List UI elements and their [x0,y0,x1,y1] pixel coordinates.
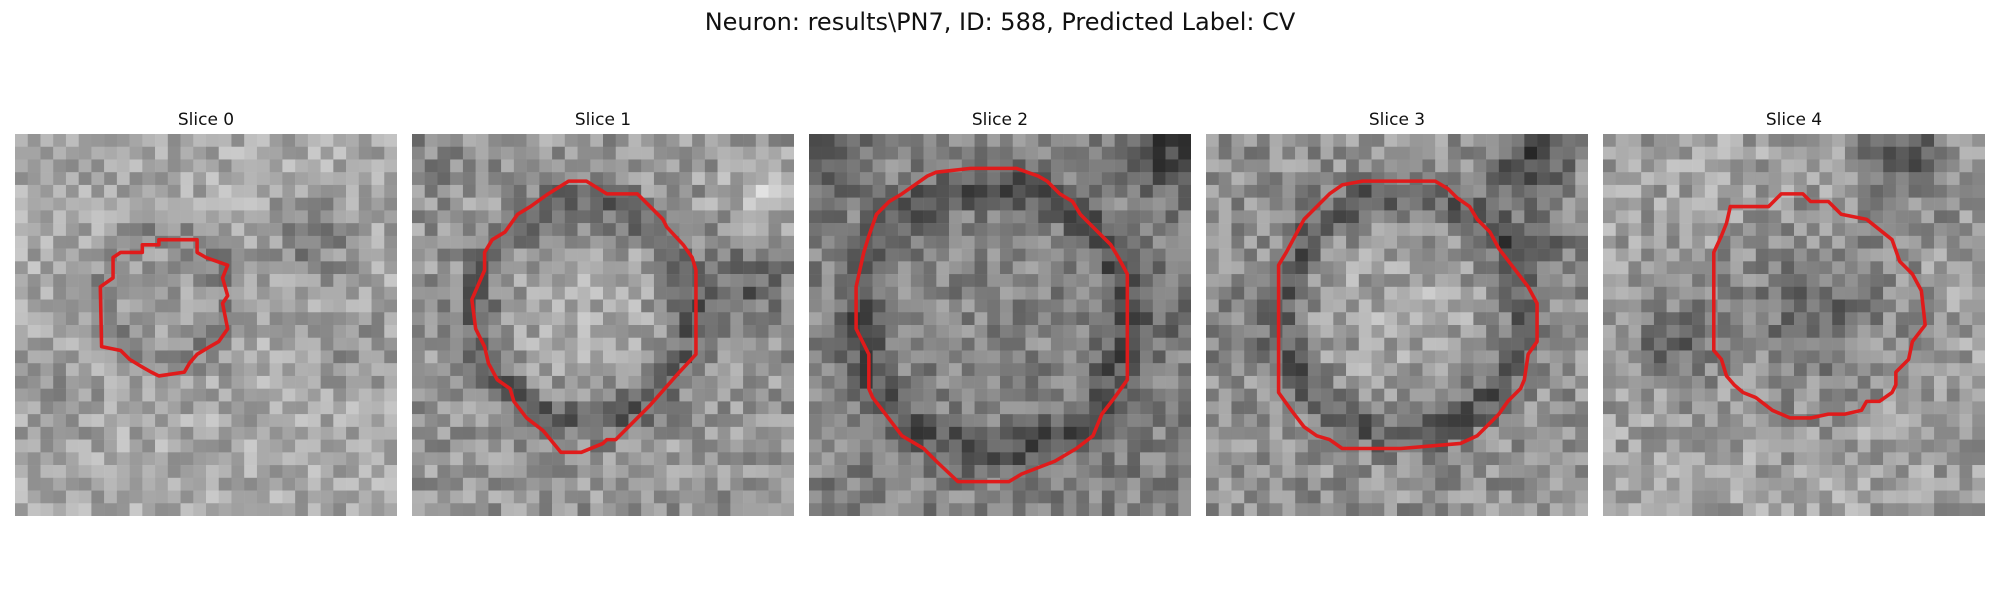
slice-panel-1: Slice 1 [412,110,794,516]
slice-title: Slice 3 [1368,110,1426,130]
slice-panel-4: Slice 4 [1603,110,1985,516]
slice-panel-2: Slice 2 [809,110,1191,516]
slice-image [809,134,1191,516]
slice-image [412,134,794,516]
segmentation-contour [1276,179,1539,451]
slice-title: Slice 2 [971,110,1029,130]
slice-image [1206,134,1588,516]
slice-panel-3: Slice 3 [1206,110,1588,516]
segmentation-contour [98,237,230,378]
slice-panel-0: Slice 0 [15,110,397,516]
segmentation-contour [854,166,1130,484]
slice-title: Slice 4 [1765,110,1823,130]
segmentation-contour [1711,192,1927,420]
slice-title: Slice 0 [177,110,235,130]
slice-title: Slice 1 [574,110,632,130]
slice-image [15,134,397,516]
slice-image [1603,134,1985,516]
figure-title: Neuron: results\PN7, ID: 588, Predicted … [704,8,1296,36]
segmentation-contour [470,179,698,455]
